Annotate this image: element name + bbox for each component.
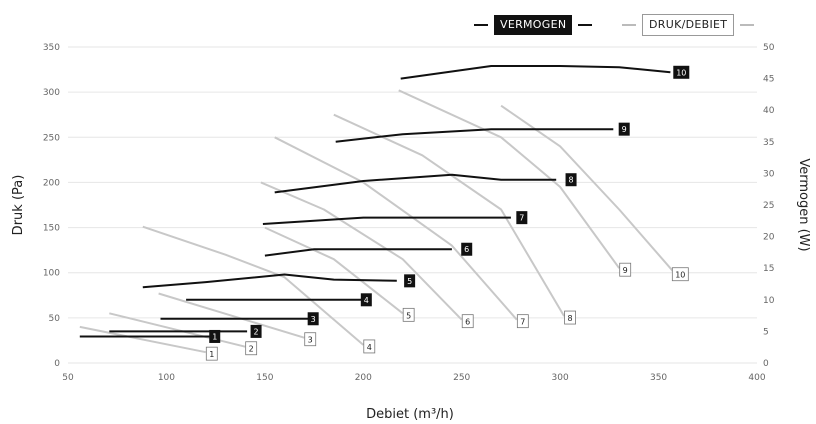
- pressure-label-4: 4: [367, 343, 372, 352]
- pressure-label-box-4: [363, 339, 376, 354]
- power-label-9: 9: [622, 125, 627, 134]
- power-label-box-9: [618, 122, 630, 136]
- x-tick-label: 200: [355, 373, 372, 383]
- power-label-7: 7: [519, 214, 524, 223]
- power-curve-9: [335, 128, 614, 143]
- pressure-label-box-10: [671, 267, 689, 282]
- power-label-4: 4: [364, 296, 369, 305]
- power-label-8: 8: [569, 176, 574, 185]
- y-right-tick-label: 20: [763, 233, 775, 243]
- y-right-axis-title: Vermogen (W): [796, 158, 811, 251]
- y-right-tick-label: 0: [763, 359, 769, 369]
- x-tick-label: 50: [62, 373, 74, 383]
- legend-pressure-line-right: [740, 24, 755, 26]
- power-label-box-6: [461, 242, 473, 256]
- power-curve-10: [400, 65, 671, 80]
- y-left-tick-label: 50: [49, 314, 61, 324]
- power-label-2: 2: [254, 327, 259, 336]
- power-curve-5: [142, 273, 397, 289]
- y-right-tick-label: 35: [763, 138, 774, 148]
- pressure-curve-6: [260, 181, 463, 321]
- legend-power-label: VERMOGEN: [494, 15, 573, 35]
- power-label-10: 10: [676, 68, 686, 77]
- pressure-label-9: 9: [623, 266, 628, 275]
- y-left-axis-title: Druk (Pa): [11, 175, 26, 236]
- pressure-curve-9: [398, 89, 621, 269]
- power-curve-8: [274, 173, 557, 194]
- y-right-tick-label: 50: [763, 43, 775, 53]
- pressure-label-6: 6: [465, 318, 470, 327]
- legend-pressure-line: [622, 24, 636, 26]
- legend-power: VERMOGEN: [474, 14, 593, 36]
- x-tick-label: 250: [453, 373, 470, 383]
- power-label-box-1: [209, 329, 221, 343]
- pressure-label-box-1: [205, 346, 218, 361]
- pressure-curve-2: [109, 312, 246, 348]
- x-tick-label: 350: [650, 373, 667, 383]
- y-left-tick-label: 250: [43, 133, 60, 143]
- power-curve-6: [264, 248, 452, 257]
- y-right-tick-label: 10: [763, 296, 775, 306]
- pressure-label-1: 1: [209, 350, 214, 359]
- x-tick-label: 150: [256, 373, 273, 383]
- y-right-tick-label: 30: [763, 169, 775, 179]
- power-label-1: 1: [212, 332, 217, 341]
- legend-power-line-right: [578, 24, 593, 26]
- y-right-tick-label: 40: [763, 106, 775, 116]
- pressure-label-10: 10: [675, 271, 685, 280]
- pressure-label-box-8: [564, 310, 576, 325]
- y-left-tick-label: 100: [43, 269, 60, 279]
- pressure-label-8: 8: [568, 314, 573, 323]
- y-left-tick-label: 350: [43, 43, 60, 53]
- power-label-box-5: [404, 274, 416, 288]
- power-label-3: 3: [311, 315, 316, 324]
- pressure-curve-3: [158, 292, 305, 339]
- legend-pressure-label: DRUK/DEBIET: [642, 14, 735, 36]
- pressure-curve-7: [274, 136, 518, 321]
- x-tick-label: 400: [748, 373, 765, 383]
- pressure-label-7: 7: [520, 318, 525, 327]
- power-label-box-2: [250, 324, 262, 338]
- pressure-label-5: 5: [406, 311, 411, 320]
- y-right-tick-label: 5: [763, 327, 769, 337]
- pressure-curve-5: [264, 226, 404, 315]
- pressure-label-box-7: [516, 314, 529, 329]
- y-left-tick-label: 150: [43, 224, 60, 234]
- y-right-tick-label: 15: [763, 264, 774, 274]
- pressure-label-3: 3: [308, 336, 313, 345]
- power-label-box-7: [516, 211, 528, 225]
- y-left-tick-label: 0: [54, 359, 60, 369]
- legend-power-line: [474, 24, 488, 26]
- pressure-label-box-5: [402, 307, 415, 322]
- power-label-box-4: [360, 293, 372, 307]
- power-label-6: 6: [464, 245, 469, 254]
- pressure-curve-4: [142, 225, 364, 346]
- pressure-curve-8: [333, 113, 565, 317]
- power-curve-7: [262, 216, 511, 225]
- y-left-tick-label: 200: [43, 178, 60, 188]
- x-tick-label: 300: [552, 373, 569, 383]
- power-label-box-3: [307, 312, 319, 326]
- pressure-label-box-9: [619, 262, 632, 277]
- y-left-tick-label: 300: [43, 88, 60, 98]
- x-axis-title: Debiet (m³/h): [366, 407, 454, 422]
- power-label-5: 5: [407, 277, 412, 286]
- power-label-box-8: [565, 173, 577, 187]
- x-tick-label: 100: [158, 373, 175, 383]
- pressure-label-box-6: [461, 314, 474, 329]
- pressure-label-box-2: [245, 341, 258, 356]
- y-right-tick-label: 45: [763, 75, 774, 85]
- power-label-box-10: [673, 65, 690, 79]
- y-right-tick-label: 25: [763, 201, 774, 211]
- pressure-label-box-3: [304, 332, 317, 347]
- legend-pressure: DRUK/DEBIET: [622, 14, 755, 36]
- pressure-label-2: 2: [249, 345, 254, 354]
- pressure-curve-10: [500, 104, 676, 274]
- pressure-curve-1: [79, 325, 206, 354]
